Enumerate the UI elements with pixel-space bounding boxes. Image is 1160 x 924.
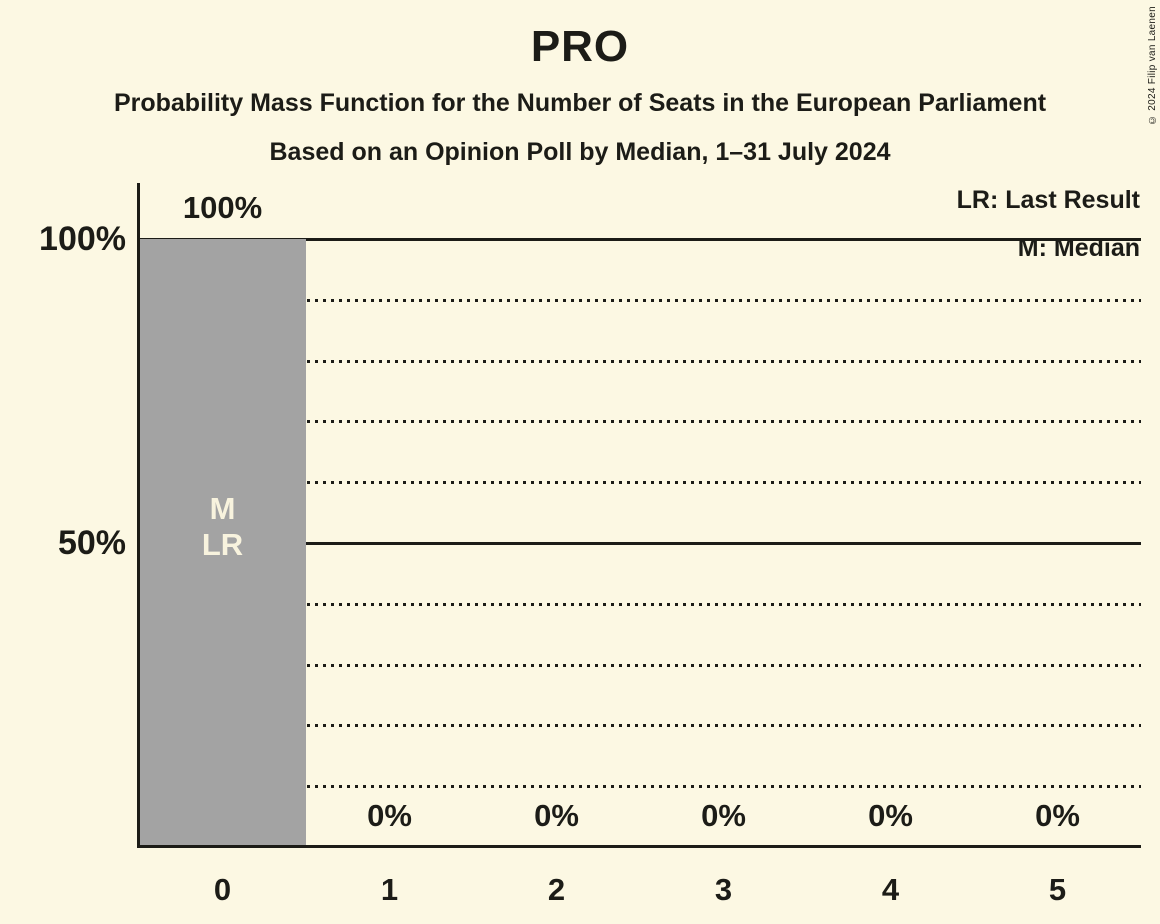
x-axis-line xyxy=(137,845,1141,848)
x-axis-label-4: 4 xyxy=(881,872,900,907)
gridline-dotted-90 xyxy=(139,298,1141,302)
gridline-dotted-30 xyxy=(139,663,1141,667)
chart-subtitle-poll-info: Based on an Opinion Poll by Median, 1–31… xyxy=(269,138,891,166)
bar-value-label-3: 0% xyxy=(701,798,746,833)
bar-value-label-1: 0% xyxy=(367,798,412,833)
y-axis-label-50: 50% xyxy=(57,524,126,562)
gridline-solid-50 xyxy=(139,542,1141,545)
x-axis-label-0: 0 xyxy=(213,872,232,907)
legend-median: M: Median xyxy=(1017,234,1140,262)
gridline-dotted-20 xyxy=(139,724,1141,728)
chart-subtitle: Probability Mass Function for the Number… xyxy=(113,89,1047,117)
x-axis-label-1: 1 xyxy=(380,872,399,907)
gridline-dotted-10 xyxy=(139,785,1141,789)
gridline-dotted-70 xyxy=(139,420,1141,424)
bar-value-label-0: 100% xyxy=(182,190,263,225)
gridline-dotted-60 xyxy=(139,481,1141,485)
gridline-solid-100 xyxy=(139,238,1141,241)
bar-seats-0 xyxy=(139,239,306,847)
legend-last-result: LR: Last Result xyxy=(956,186,1140,214)
bar-value-label-4: 0% xyxy=(868,798,913,833)
bar-value-label-2: 0% xyxy=(534,798,579,833)
x-axis-label-3: 3 xyxy=(714,872,733,907)
gridline-dotted-40 xyxy=(139,602,1141,606)
x-axis-label-5: 5 xyxy=(1048,872,1067,907)
y-axis-line xyxy=(137,183,140,848)
gridline-dotted-80 xyxy=(139,359,1141,363)
copyright-notice: © 2024 Filip van Laenen xyxy=(1147,6,1158,126)
y-axis-label-100: 100% xyxy=(39,220,126,258)
chart-title: PRO xyxy=(530,22,630,71)
x-axis-label-2: 2 xyxy=(547,872,566,907)
bar-annotation-median-lastresult: M LR xyxy=(201,491,244,562)
bar-value-label-5: 0% xyxy=(1035,798,1080,833)
